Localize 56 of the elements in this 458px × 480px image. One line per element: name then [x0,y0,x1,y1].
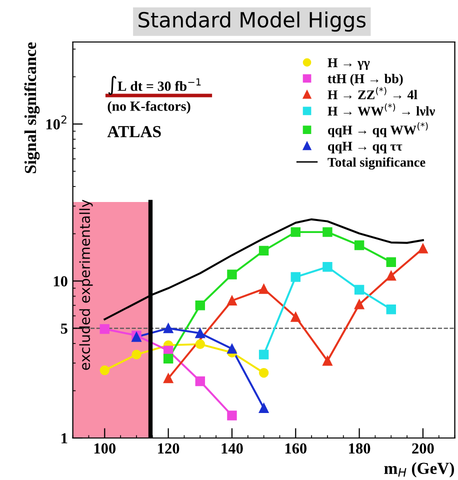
point [100,365,110,376]
point [258,284,269,294]
point [227,344,237,354]
y-tick-label: 10$^{2}$ [46,116,66,130]
point [227,410,237,420]
point [290,272,300,282]
point [322,262,332,272]
annotation: ∫L dt = 30 fb$^{−1}$ [108,76,201,95]
legend-label: Total significance [328,157,426,170]
point [290,227,300,237]
legend-label: H → ZZ$^{(*)}$ → 4l [328,87,418,100]
y-tick-label: 1 [62,433,68,444]
point [132,350,142,360]
point [227,270,237,280]
x-tick-label: 180 [349,443,370,454]
legend-label: qqH → qq ττ [328,142,402,154]
y-tick-label: 5 [60,324,68,334]
annotation: (no K-factors) [108,100,190,114]
legend-label: H → γγ [328,58,370,70]
point [195,376,206,386]
point [100,324,110,334]
legend-label: H → WW$^{(*)}$ → lνlν [328,103,435,116]
x-tick-label: 160 [285,443,307,454]
point [386,270,396,281]
y-axis-title: Signal significance [24,42,40,174]
point [386,304,396,314]
x-tick-label: 120 [158,443,180,454]
point [322,356,332,366]
chart-title: Standard Model Higgs [138,12,366,32]
point [386,257,396,267]
point [195,300,206,310]
point [258,350,269,360]
point [163,323,174,334]
legend-label: qqH → qq WW$^{(*)}$ [328,122,428,138]
point [195,328,206,338]
point [322,227,332,237]
point [354,300,364,310]
y-tick-label: 10 [54,276,68,286]
point [354,284,364,295]
point [163,373,174,384]
point [195,339,206,350]
band-label: excluded experimentally [79,200,93,370]
point [258,368,269,378]
point [258,403,269,413]
annotation: ATLAS [107,126,161,138]
x-axis-title: m$_{H}$ (GeV) [384,462,454,478]
x-tick-label: 140 [222,443,243,454]
x-tick-label: 200 [412,443,434,454]
point [418,244,428,254]
legend-label: ttH (H → bb) [328,74,403,86]
point [163,354,174,364]
x-tick-label: 100 [94,443,116,454]
point [258,246,269,256]
point [227,296,237,306]
point [354,240,364,250]
point [290,312,300,322]
